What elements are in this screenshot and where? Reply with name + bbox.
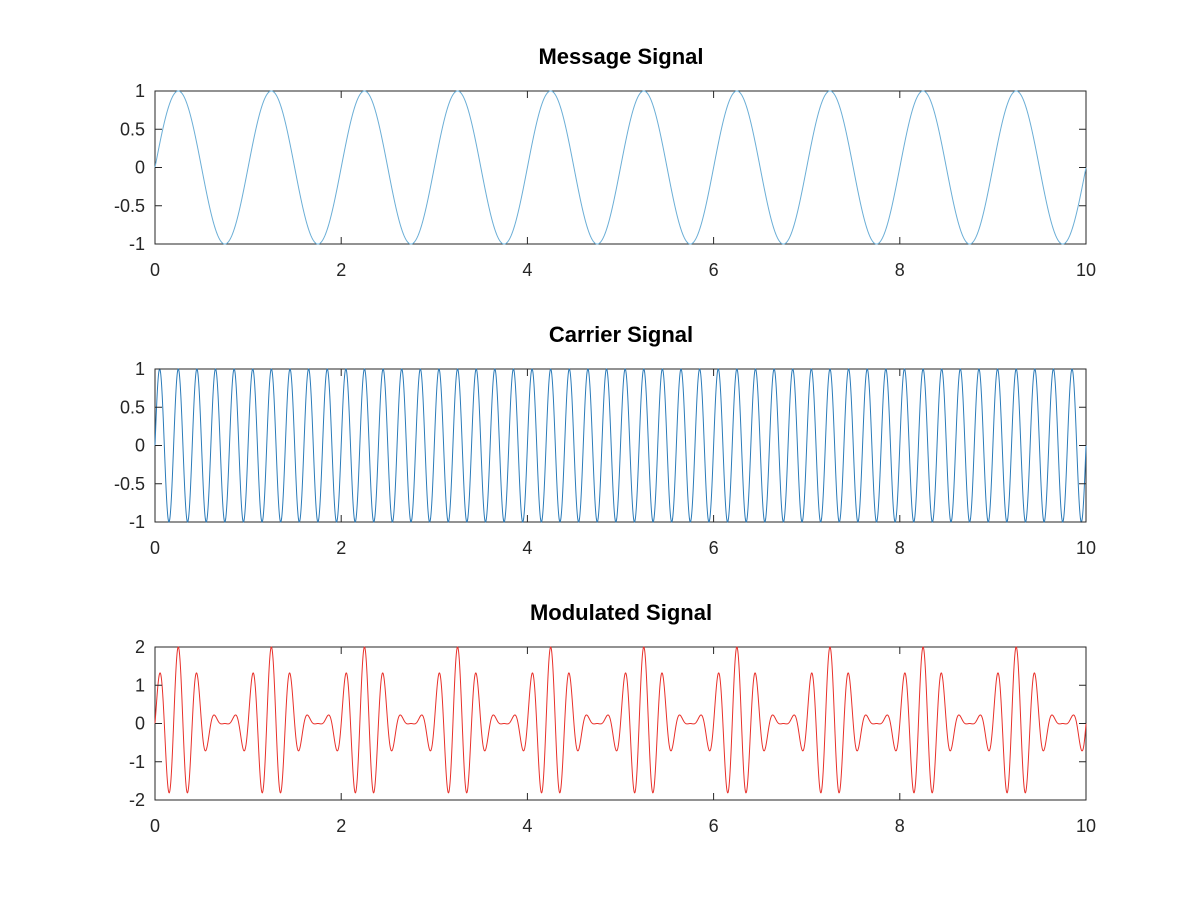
y-tick-label: -1 [129, 234, 145, 254]
x-tick-label: 8 [895, 538, 905, 558]
x-tick-label: 10 [1076, 538, 1096, 558]
x-tick-label: 6 [709, 260, 719, 280]
y-tick-label: 0 [135, 158, 145, 178]
x-tick-label: 6 [709, 816, 719, 836]
subplot-title: Modulated Signal [530, 600, 712, 625]
y-tick-label: 1 [135, 81, 145, 101]
subplot-message-signal: Message Signal 0 2 4 6 8 10 -1 -0.5 0 0.5 1 [114, 44, 1096, 280]
x-tick-label: 8 [895, 816, 905, 836]
y-tick-label: 2 [135, 637, 145, 657]
y-tick-label: -2 [129, 790, 145, 810]
y-tick-label: -1 [129, 512, 145, 532]
subplot-title: Carrier Signal [549, 322, 693, 347]
x-tick-label: 2 [336, 538, 346, 558]
x-tick-label: 10 [1076, 260, 1096, 280]
y-tick-label: 0.5 [120, 397, 145, 417]
subplot-title: Message Signal [538, 44, 703, 69]
series-line-0 [154, 646, 1087, 794]
y-tick-label: 0.5 [120, 119, 145, 139]
x-tick-label: 0 [150, 538, 160, 558]
x-tick-label: 2 [336, 260, 346, 280]
subplot-carrier-signal: Carrier Signal 0 2 4 6 8 10 -1 -0.5 0 0.5 1 [114, 322, 1096, 558]
series-group [154, 368, 1087, 523]
series-group [154, 90, 1087, 245]
tick-group: 0 2 4 6 8 10 -1 -0.5 0 0.5 1 [114, 359, 1096, 558]
x-tick-label: 6 [709, 538, 719, 558]
x-tick-label: 8 [895, 260, 905, 280]
tick-group: 0 2 4 6 8 10 -1 -0.5 0 0.5 1 [114, 81, 1096, 280]
x-tick-label: 4 [522, 260, 532, 280]
x-tick-label: 4 [522, 538, 532, 558]
y-tick-label: 1 [135, 675, 145, 695]
y-tick-label: 1 [135, 359, 145, 379]
y-tick-label: -0.5 [114, 196, 145, 216]
series-line-0 [154, 90, 1087, 245]
y-tick-label: 0 [135, 714, 145, 734]
x-tick-label: 0 [150, 816, 160, 836]
y-tick-label: -0.5 [114, 474, 145, 494]
series-group [154, 646, 1087, 794]
x-tick-label: 2 [336, 816, 346, 836]
x-tick-label: 10 [1076, 816, 1096, 836]
x-tick-label: 0 [150, 260, 160, 280]
series-line-0 [154, 368, 1087, 523]
x-tick-label: 4 [522, 816, 532, 836]
y-tick-label: -1 [129, 752, 145, 772]
subplot-modulated-signal: Modulated Signal 0 2 4 6 8 10 -2 -1 0 1 2 [129, 600, 1096, 836]
y-tick-label: 0 [135, 436, 145, 456]
tick-group: 0 2 4 6 8 10 -2 -1 0 1 2 [129, 637, 1096, 836]
